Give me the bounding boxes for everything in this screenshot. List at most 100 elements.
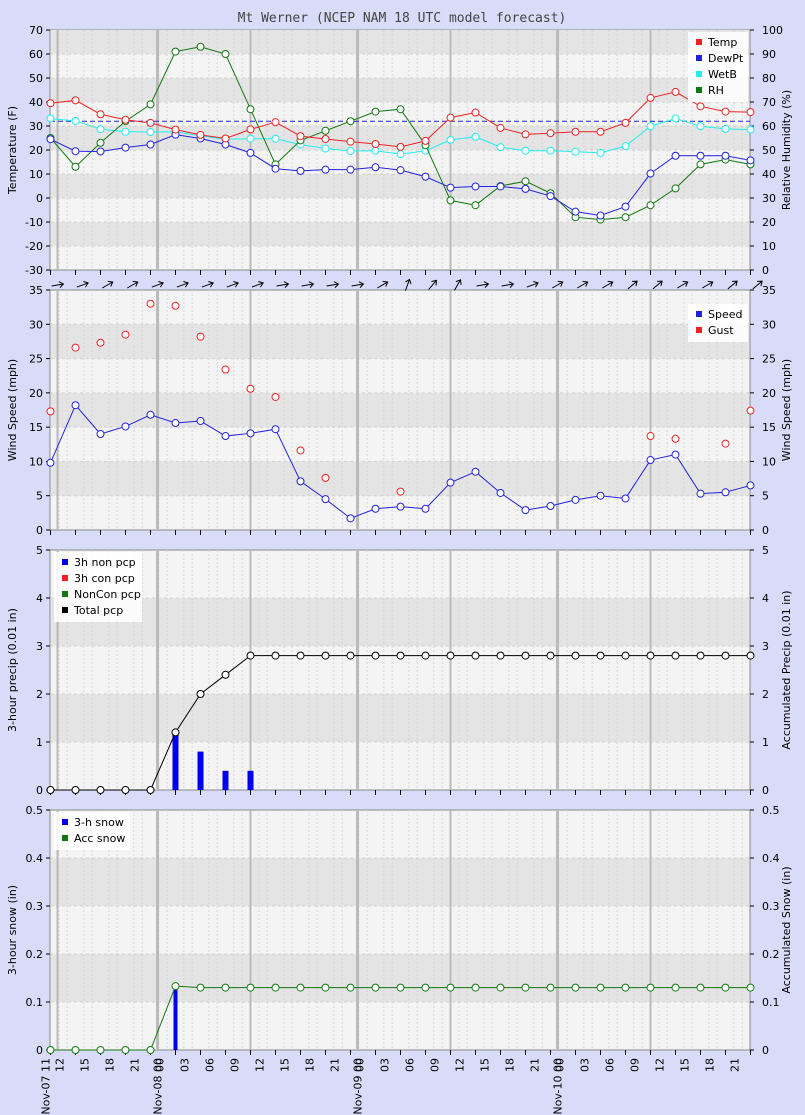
y2-tick-label: 20 [762, 216, 776, 229]
horizontal-band [51, 78, 749, 102]
legend: 3h non pcp 3h con pcp NonCon pcp Total pcp [54, 552, 142, 622]
y-tick-label: 10 [29, 455, 43, 468]
y-axis-label: 3-hour precip (0.01 in) [6, 608, 19, 732]
data-point-gust [46, 407, 55, 416]
horizontal-band [51, 30, 749, 54]
legend-label: NonCon pcp [74, 588, 141, 601]
horizontal-band [51, 392, 749, 428]
data-point-rh [96, 138, 105, 147]
legend-swatch [62, 607, 68, 613]
data-point-wetb [96, 125, 105, 134]
data-point-speed [571, 495, 580, 504]
wind-arrow-head [158, 281, 164, 288]
wind-arrow [176, 281, 189, 288]
wind-arrow-head [483, 281, 490, 288]
data-point-gust [296, 446, 305, 455]
data-point-wetb [721, 124, 730, 133]
x-tick-label: 06 [404, 1058, 417, 1072]
wind-arrow-head [258, 281, 264, 288]
data-point-wetb [571, 147, 580, 156]
precip-bar [222, 770, 229, 790]
y2-tick-label: 1 [762, 736, 769, 749]
y-tick-label: 15 [29, 421, 43, 434]
data-point-dewpt [521, 184, 530, 193]
y2-tick-label: 0.2 [762, 948, 780, 961]
data-point-rh [621, 213, 630, 222]
data-point-total-pcp [571, 651, 580, 660]
y-tick-label: 0.3 [26, 900, 44, 913]
horizontal-band [51, 858, 749, 906]
y2-tick-label: 10 [762, 240, 776, 253]
data-point-acc-snow [221, 983, 230, 992]
wind-arrow [404, 278, 412, 291]
data-point-speed [446, 478, 455, 487]
wind-arrow-shaft [476, 283, 489, 287]
data-point-total-pcp [646, 651, 655, 660]
data-point-total-pcp [746, 651, 755, 660]
data-point-gust [271, 392, 280, 401]
y-tick-label: 70 [29, 24, 43, 37]
wind-arrow [76, 281, 89, 288]
wind-arrow [226, 281, 239, 288]
y-tick-label: 5 [36, 490, 43, 503]
wind-arrow-head [107, 280, 114, 287]
data-point-rh [196, 42, 205, 51]
data-point-temp [596, 127, 605, 136]
wind-arrow-shaft [326, 283, 339, 287]
data-point-total-pcp [221, 670, 230, 679]
legend-label: Acc snow [74, 832, 125, 845]
date-label: Nov-10 00 [552, 1058, 565, 1115]
y2-tick-label: 100 [762, 24, 783, 37]
data-point-gust [96, 338, 105, 347]
wind-arrow-head [405, 278, 412, 285]
y2-tick-label: 5 [762, 544, 769, 557]
legend-swatch [62, 559, 68, 565]
data-point-wetb [671, 114, 680, 123]
data-point-wetb [471, 132, 480, 141]
y-tick-label: -30 [25, 264, 43, 277]
data-point-total-pcp [271, 651, 280, 660]
data-point-total-pcp [346, 651, 355, 660]
y-tick-label: 25 [29, 353, 43, 366]
data-point-total-pcp [521, 651, 530, 660]
data-point-wetb [396, 150, 405, 159]
data-point-total-pcp [321, 651, 330, 660]
data-point-rh [71, 162, 80, 171]
y2-tick-label: 0 [762, 524, 769, 537]
precip-bar [197, 751, 204, 790]
wind-arrow-head [208, 281, 214, 288]
y2-tick-label: 90 [762, 48, 776, 61]
wind-arrow-shaft [151, 282, 164, 288]
y-tick-label: 60 [29, 48, 43, 61]
wind-arrow-shaft [127, 281, 138, 289]
wind-arrow-head [607, 280, 614, 287]
x-tick-label: 21 [529, 1058, 542, 1072]
x-tick-label: 15 [679, 1058, 692, 1072]
data-point-dewpt [146, 140, 155, 149]
wind-arrow [151, 281, 164, 288]
data-point-dewpt [246, 148, 255, 157]
wind-arrow-head [707, 280, 714, 287]
y2-tick-label: 10 [762, 455, 776, 468]
data-point-total-pcp [246, 651, 255, 660]
x-tick-label: 15 [479, 1058, 492, 1072]
data-point-acc-snow [371, 983, 380, 992]
x-tick-label: 12 [254, 1058, 267, 1072]
panel-1: -30 -20 -10 0 10 20 30 40 50 60 70 0 10 20 30 40 50 60 70 8… [6, 24, 793, 277]
wind-arrow-shaft [276, 283, 289, 287]
wind-arrow-shaft [377, 281, 388, 289]
data-point-gust [146, 299, 155, 308]
y2-tick-label: 2 [762, 688, 769, 701]
chart-title: Mt Werner (NCEP NAM 18 UTC model forecas… [238, 11, 567, 26]
wind-arrow-shaft [727, 280, 738, 290]
data-point-wetb [346, 146, 355, 155]
horizontal-band [51, 694, 749, 742]
data-point-dewpt [346, 165, 355, 174]
data-point-temp [46, 99, 55, 108]
x-tick-label: 21 [129, 1058, 142, 1072]
date-label: Nov-08 00 [152, 1058, 165, 1115]
y2-tick-label: 3 [762, 640, 769, 653]
wind-arrow-shaft [454, 279, 461, 291]
data-point-gust [321, 473, 330, 482]
data-point-total-pcp [546, 651, 555, 660]
